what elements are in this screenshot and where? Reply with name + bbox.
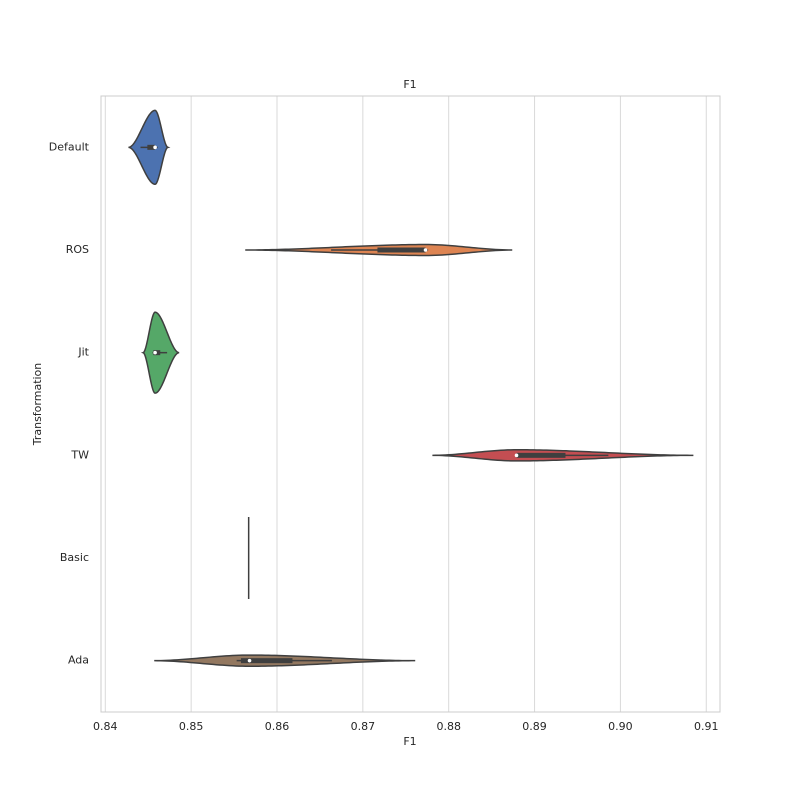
box bbox=[240, 658, 293, 664]
x-tick-label: 0.90 bbox=[608, 720, 633, 733]
median bbox=[423, 248, 428, 252]
plot-frame bbox=[100, 95, 721, 713]
x-tick-label: 0.91 bbox=[694, 720, 719, 733]
x-tick-label: 0.85 bbox=[179, 720, 204, 733]
x-tick-label: 0.87 bbox=[351, 720, 376, 733]
median bbox=[153, 350, 157, 355]
y-tick-label: Basic bbox=[60, 551, 89, 564]
box bbox=[377, 247, 426, 253]
y-tick-label: ROS bbox=[66, 243, 89, 256]
box bbox=[516, 452, 566, 458]
median bbox=[247, 658, 252, 663]
chart-title: F1 bbox=[403, 78, 416, 91]
x-tick-label: 0.84 bbox=[93, 720, 118, 733]
median bbox=[153, 145, 157, 150]
x-tick-label: 0.88 bbox=[436, 720, 461, 733]
y-tick-label: Ada bbox=[68, 654, 89, 667]
x-tick-label: 0.89 bbox=[522, 720, 547, 733]
y-tick-label: TW bbox=[70, 448, 89, 461]
box bbox=[147, 144, 156, 150]
y-tick-label: Jit bbox=[77, 346, 89, 359]
y-axis-label: Transformation bbox=[31, 363, 44, 447]
x-axis-label: F1 bbox=[403, 735, 416, 748]
median bbox=[514, 453, 519, 458]
y-tick-label: Default bbox=[49, 140, 90, 153]
x-tick-label: 0.86 bbox=[265, 720, 290, 733]
